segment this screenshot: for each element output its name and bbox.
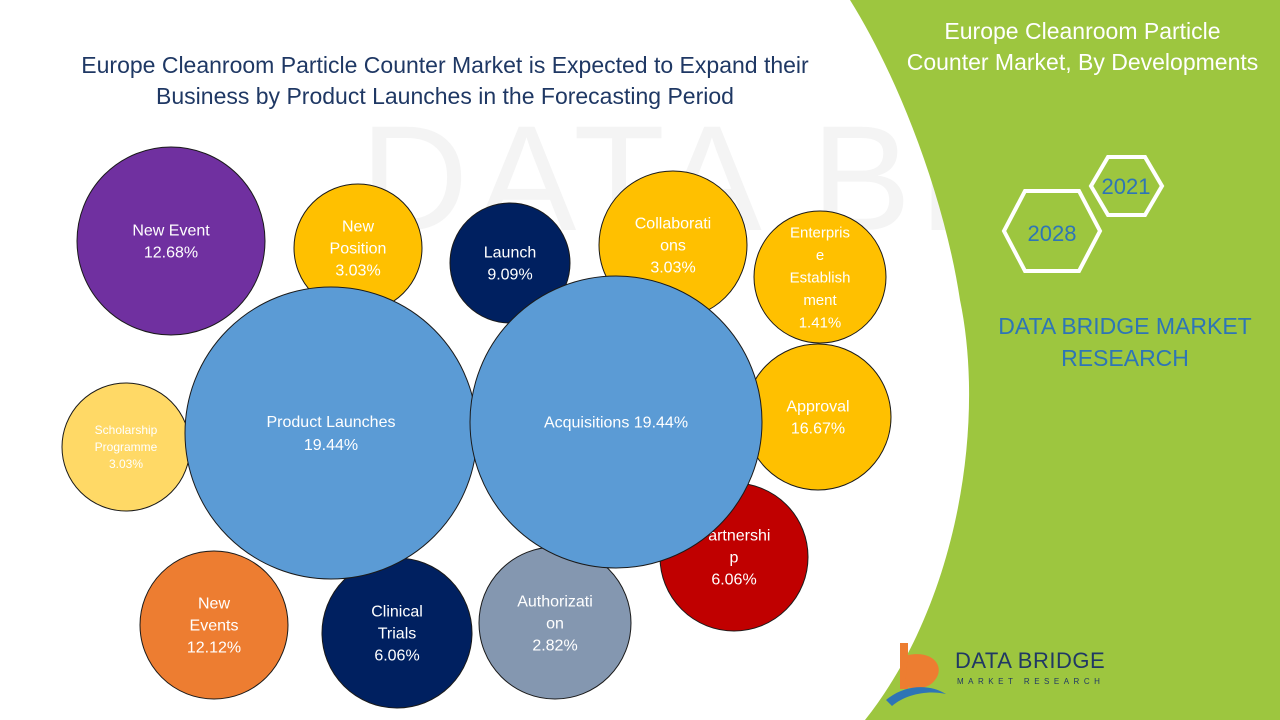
bubble-new-events: New Events 12.12% xyxy=(139,550,289,700)
bubble-label-new-events: Events xyxy=(190,618,239,635)
bubble-label-approval: 16.67% xyxy=(791,421,845,438)
bubble-label-scholarship-programme: 3.03% xyxy=(109,457,143,471)
bubble-label-clinical-trials: 6.06% xyxy=(374,648,419,665)
bubble-label-product-launches: 19.44% xyxy=(304,437,358,454)
bubble-scholarship-programme: Scholarship Programme 3.03% xyxy=(61,382,191,512)
bubble-label-authorization: Authorizati xyxy=(517,594,593,611)
bubble-circle-new-events xyxy=(139,550,289,700)
logo-bowl xyxy=(905,654,939,689)
bubble-label-clinical-trials: Clinical xyxy=(371,604,423,621)
bubble-label-authorization: 2.82% xyxy=(532,638,577,655)
bubble-label-enterprise-establishment: e xyxy=(816,247,824,264)
logo-tagline: MARKET RESEARCH xyxy=(957,677,1105,686)
bubble-label-new-event: 12.68% xyxy=(144,245,198,262)
brand-name-line-1: DATA BRIDGE MARKET xyxy=(998,313,1252,339)
bubble-label-partnership: Partnershi xyxy=(698,528,771,545)
bubble-label-scholarship-programme: Scholarship xyxy=(95,423,158,437)
bubble-acquisitions: Acquisitions 19.44% xyxy=(469,275,763,569)
chart-title-line-1: Europe Cleanroom Particle Counter Market… xyxy=(81,52,809,78)
bubble-label-acquisitions: Acquisitions 19.44% xyxy=(544,415,688,432)
bubble-label-new-events: New xyxy=(198,596,230,613)
bubble-product-launches: Product Launches 19.44% xyxy=(184,286,478,580)
bubble-label-enterprise-establishment: ment xyxy=(803,292,837,309)
bubble-label-new-event: New Event xyxy=(132,223,210,240)
year-start-label: 2021 xyxy=(1102,174,1151,199)
side-panel-background xyxy=(850,0,1280,720)
bubble-label-launch: 9.09% xyxy=(487,267,532,284)
brand-name-line-2: RESEARCH xyxy=(1061,345,1189,371)
bubble-label-new-position: 3.03% xyxy=(335,263,380,280)
bubble-label-new-position: New xyxy=(342,219,374,236)
side-panel-title-line-2: Counter Market, By Developments xyxy=(906,49,1259,75)
year-end-label: 2028 xyxy=(1028,221,1077,246)
bubble-label-scholarship-programme: Programme xyxy=(95,440,158,454)
bubble-chart: New Event 12.68% New Position 3.03% Launch 9.0… xyxy=(61,146,892,709)
side-panel-title: Europe Cleanroom Particle Counter Market… xyxy=(885,16,1280,78)
hexagon-icon xyxy=(1088,155,1165,217)
bubble-label-clinical-trials: Trials xyxy=(378,626,417,643)
bubble-label-collaborations: 3.03% xyxy=(650,260,695,277)
bubble-label-partnership: p xyxy=(730,550,739,567)
bubble-circle-new-event xyxy=(76,146,266,336)
bubble-label-new-events: 12.12% xyxy=(187,640,241,657)
chart-title: Europe Cleanroom Particle Counter Market… xyxy=(40,50,850,112)
brand-name: DATA BRIDGE MARKET RESEARCH xyxy=(975,310,1275,374)
bubble-circle-acquisitions xyxy=(469,275,763,569)
logo-stem xyxy=(900,643,908,689)
bubble-clinical-trials: Clinical Trials 6.06% xyxy=(321,557,473,709)
logo-name: DATA BRIDGE xyxy=(955,648,1106,673)
data-bridge-logo-icon xyxy=(886,643,946,706)
bubble-label-enterprise-establishment: Establish xyxy=(790,269,851,286)
bubble-label-new-position: Position xyxy=(330,241,387,258)
bubble-enterprise-establishment: Enterpris e Establish ment 1.41% xyxy=(753,210,887,344)
hexagon-icon xyxy=(1001,189,1103,273)
bubble-new-event: New Event 12.68% xyxy=(76,146,266,336)
bubble-circle-enterprise-establishment xyxy=(753,210,887,344)
bubble-label-approval: Approval xyxy=(786,399,849,416)
bubble-authorization: Authorizati on 2.82% xyxy=(478,546,632,700)
bubble-label-partnership: 6.06% xyxy=(711,572,756,589)
chart-title-line-2: Business by Product Launches in the Fore… xyxy=(156,83,734,109)
bubble-label-launch: Launch xyxy=(484,245,537,262)
bubble-label-enterprise-establishment: 1.41% xyxy=(799,314,842,331)
bubble-label-product-launches: Product Launches xyxy=(267,414,396,431)
bubble-label-enterprise-establishment: Enterpris xyxy=(790,224,850,241)
logo-swoosh xyxy=(886,687,946,706)
bubble-label-collaborations: ons xyxy=(660,238,686,255)
side-panel-title-line-1: Europe Cleanroom Particle xyxy=(944,18,1221,44)
bubble-circle-approval xyxy=(744,343,892,491)
bubble-circle-product-launches xyxy=(184,286,478,580)
bubble-label-authorization: on xyxy=(546,616,564,633)
year-hexagons: 2021 2028 xyxy=(1001,155,1165,273)
bubble-approval: Approval 16.67% xyxy=(744,343,892,491)
bubble-label-collaborations: Collaborati xyxy=(635,216,711,233)
bubble-launch: Launch 9.09% xyxy=(449,202,571,324)
